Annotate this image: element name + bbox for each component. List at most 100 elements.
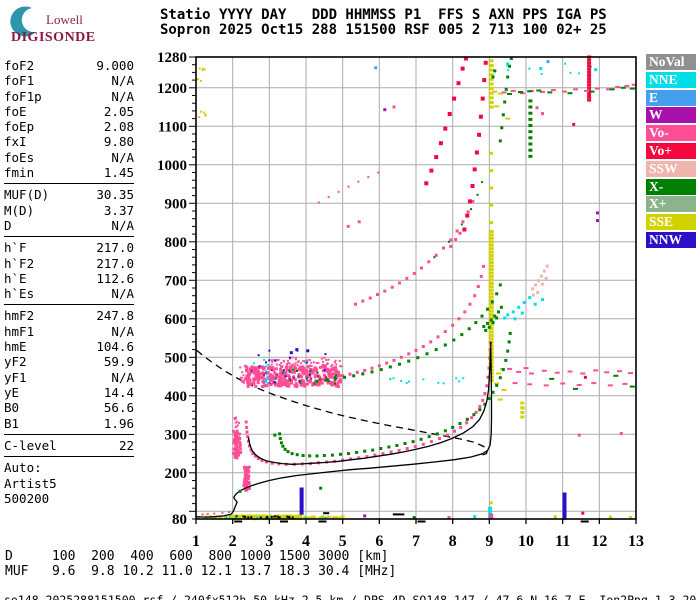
svg-text:12: 12: [591, 533, 607, 550]
parameter-value: 30.35: [96, 187, 134, 203]
panel-divider: [4, 433, 134, 435]
parameter-value: 22: [118, 437, 134, 453]
svg-text:10: 10: [518, 533, 534, 550]
parameter-value: 2.08: [103, 119, 134, 135]
legend-item-x: X+: [646, 196, 696, 213]
parameter-row: foF2 9.000: [4, 58, 134, 73]
parameter-row: foE 2.05: [4, 104, 134, 119]
svg-text:13: 13: [628, 533, 644, 550]
parameter-label: yE: [4, 384, 20, 400]
parameter-label: MUF(D): [4, 187, 50, 203]
svg-text:3: 3: [265, 533, 273, 550]
parameter-value: 217.0: [96, 255, 134, 271]
svg-text:8: 8: [449, 533, 457, 550]
parameter-value: 14.4: [103, 384, 134, 400]
parameter-label: M(D): [4, 202, 35, 218]
autoscaling-label: 500200: [4, 491, 50, 507]
parameter-label: B1: [4, 415, 20, 431]
muf-row: MUF 9.6 9.8 10.2 11.0 12.1 13.7 18.3 30.…: [5, 564, 397, 579]
digisonde-logo: Lowell DIGISONDE: [6, 4, 156, 50]
parameter-value: 2.05: [103, 103, 134, 119]
svg-text:900: 900: [165, 196, 188, 212]
parameter-row: yF1 N/A: [4, 370, 134, 385]
parameter-value: N/A: [111, 88, 134, 104]
parameter-row: h`Es N/A: [4, 286, 134, 301]
parameter-row: B0 56.6: [4, 400, 134, 415]
ionogram-plot: 1280120011001000900800700600500400300200…: [157, 50, 644, 550]
parameter-row: yF2 59.9: [4, 354, 134, 369]
parameter-value: 3.37: [103, 202, 134, 218]
parameter-row: D N/A: [4, 218, 134, 233]
svg-text:1000: 1000: [157, 158, 187, 174]
parameter-value: N/A: [111, 323, 134, 339]
parameter-value: 56.6: [103, 400, 134, 416]
parameter-row: h`F2 217.0: [4, 256, 134, 271]
parameter-panel: foF2 9.000 foF1 N/A foF1p N/A foE 2.05 foEp 2.08 f…: [4, 58, 134, 507]
parameter-label: hmF2: [4, 308, 35, 324]
legend-item-sse: SSE: [646, 214, 696, 231]
parameter-label: fxI: [4, 134, 27, 150]
parameter-label: C-level: [4, 437, 57, 453]
parameter-label: h`Es: [4, 286, 35, 302]
legend-item-noval: NoVal: [646, 54, 696, 70]
parameter-value: 59.9: [103, 354, 134, 370]
parameter-label: hmF1: [4, 323, 35, 339]
digisonde-crescent-icon: [10, 6, 36, 37]
autoscaling-label: Artist5: [4, 475, 57, 491]
parameter-row: hmE 104.6: [4, 339, 134, 354]
svg-text:1: 1: [192, 533, 200, 550]
parameter-row: hmF1 N/A: [4, 324, 134, 339]
svg-text:5: 5: [339, 533, 347, 550]
svg-text:1100: 1100: [158, 119, 187, 135]
parameter-label: foEs: [4, 149, 35, 165]
parameter-value: N/A: [111, 286, 134, 302]
d-row: D 100 200 400 600 800 1000 1500 3000 [km…: [5, 549, 389, 564]
station-header: Statio YYYY DAY DDD HHMMSS P1 FFS S AXN …: [160, 8, 607, 38]
parameter-label: hmE: [4, 339, 27, 355]
parameter-row: hmF2 247.8: [4, 308, 134, 323]
panel-divider: [4, 304, 134, 306]
parameter-label: B0: [4, 400, 20, 416]
parameter-row: M(D) 3.37: [4, 203, 134, 218]
legend-item-vo: Vo-: [646, 125, 696, 142]
parameter-label: yF2: [4, 354, 27, 370]
svg-text:2: 2: [229, 533, 237, 550]
header-values-line: Sopron 2025 Oct15 288 151500 RSF 005 2 7…: [160, 22, 607, 38]
parameter-label: yF1: [4, 369, 27, 385]
legend-item-e: E: [646, 89, 696, 106]
parameter-value: 247.8: [96, 308, 134, 324]
parameter-value: N/A: [111, 217, 134, 233]
svg-text:1200: 1200: [157, 81, 187, 97]
parameter-label: h`F2: [4, 255, 35, 271]
legend-item-x: X-: [646, 178, 696, 195]
parameter-value: N/A: [111, 73, 134, 89]
parameter-label: foF1: [4, 73, 35, 89]
svg-text:7: 7: [412, 533, 420, 550]
parameter-label: h`F: [4, 240, 27, 256]
svg-text:800: 800: [165, 235, 188, 251]
parameter-value: 112.6: [96, 270, 134, 286]
legend-item-nnw: NNW: [646, 231, 696, 248]
svg-text:1280: 1280: [157, 50, 187, 66]
footer-status-line: so148_2025288151500.rsf / 240fx512h 50 k…: [4, 592, 697, 600]
parameter-label: foEp: [4, 119, 35, 135]
parameter-value: N/A: [111, 369, 134, 385]
legend-item-ssw: SSW: [646, 160, 696, 177]
panel-divider: [4, 183, 134, 185]
parameter-label: foF1p: [4, 88, 42, 104]
parameter-row: foF1p N/A: [4, 89, 134, 104]
parameter-label: D: [4, 217, 12, 233]
panel-divider: [4, 236, 134, 238]
parameter-value: 217.0: [96, 240, 134, 256]
parameter-row: MUF(D) 30.35: [4, 187, 134, 202]
svg-text:11: 11: [555, 533, 570, 550]
legend-item-vo: Vo+: [646, 142, 696, 159]
svg-text:4: 4: [302, 533, 310, 550]
parameter-label: fmin: [4, 165, 35, 181]
svg-text:600: 600: [165, 312, 188, 328]
parameter-row: C-level 22: [4, 438, 134, 453]
parameter-row: foEs N/A: [4, 150, 134, 165]
logo-brand-bottom: DIGISONDE: [11, 30, 96, 45]
logo-brand-top: Lowell: [46, 12, 83, 27]
